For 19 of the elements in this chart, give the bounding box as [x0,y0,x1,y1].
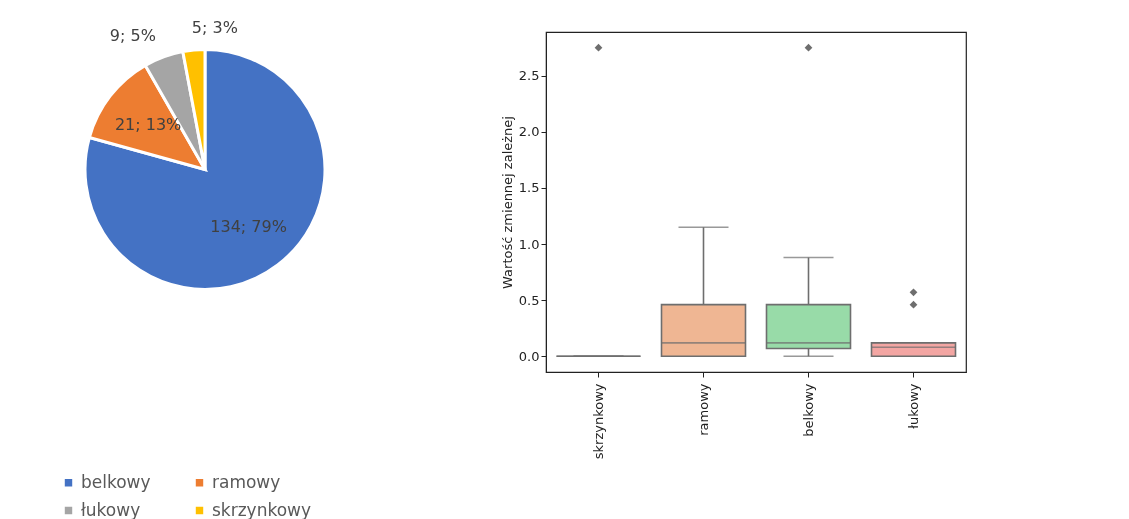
y-tick-label: 0.0 [518,348,540,364]
legend-label: łukowy [81,499,141,519]
x-tick-label: skrzynkowy [590,383,606,460]
x-tick-label: belkowy [800,383,816,437]
legend-label: belkowy [81,471,151,492]
y-tick-label: 0.5 [518,292,540,308]
legend-label: ramowy [212,471,281,492]
x-tick-label: łukowy [905,383,921,429]
x-tick-label: ramowy [695,383,711,436]
y-tick-label: 2.0 [518,124,540,140]
legend-label: skrzynkowy [212,499,312,519]
data-label: 9; 5% [109,26,156,46]
data-label: 5; 3% [191,18,238,38]
y-axis-title: Wartość zmiennej zależnej [499,116,515,289]
y-tick-label: 2.5 [518,68,540,84]
pie-slice [83,48,327,291]
y-tick-label: 1.5 [518,180,540,196]
data-label: 134; 79% [210,216,287,236]
y-tick-label: 1.0 [518,236,540,252]
